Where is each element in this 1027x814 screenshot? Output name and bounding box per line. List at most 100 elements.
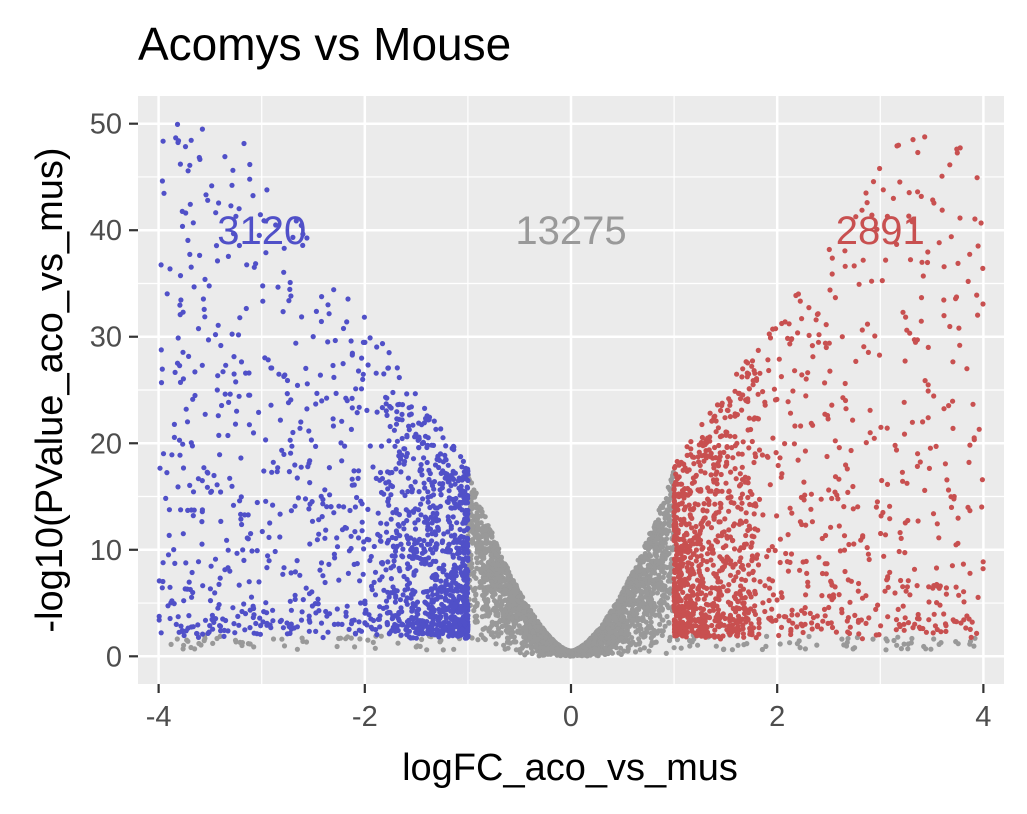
point-down <box>179 208 185 214</box>
point-up <box>688 439 694 445</box>
point-up <box>816 554 822 560</box>
point-down <box>294 382 301 388</box>
point-not-significant <box>185 638 191 644</box>
point-not-significant <box>611 613 617 619</box>
point-down <box>185 237 191 243</box>
point-down <box>302 496 309 502</box>
point-down <box>393 466 399 472</box>
point-up <box>751 511 757 517</box>
point-down <box>431 479 438 485</box>
point-not-significant <box>484 606 490 612</box>
point-not-significant <box>845 635 851 642</box>
point-down <box>245 512 251 518</box>
point-not-significant <box>640 600 646 606</box>
point-down <box>456 555 462 561</box>
point-down <box>171 547 177 553</box>
point-up <box>806 305 812 311</box>
point-down <box>247 607 253 613</box>
point-down <box>225 432 231 439</box>
point-up <box>750 382 756 388</box>
point-up <box>967 570 973 576</box>
point-down <box>355 475 361 481</box>
point-not-significant <box>647 540 653 546</box>
point-down <box>202 314 208 320</box>
point-up <box>753 454 759 460</box>
point-up <box>708 525 715 531</box>
point-not-significant <box>639 588 645 595</box>
point-not-significant <box>639 595 646 601</box>
point-down <box>385 365 391 371</box>
point-not-significant <box>489 533 495 539</box>
point-down <box>191 507 197 513</box>
point-down <box>348 426 354 432</box>
point-down <box>177 452 183 458</box>
point-up <box>866 556 872 563</box>
point-not-significant <box>530 628 536 634</box>
point-up <box>689 525 695 531</box>
point-down <box>436 616 442 622</box>
point-down <box>265 357 271 363</box>
point-not-significant <box>626 631 632 637</box>
point-down <box>410 509 417 515</box>
point-down <box>364 622 370 628</box>
point-not-significant <box>424 647 430 653</box>
point-down <box>413 615 419 621</box>
point-down <box>222 154 228 160</box>
point-down <box>222 391 228 397</box>
point-down <box>205 197 211 203</box>
point-not-significant <box>639 580 646 586</box>
point-down <box>243 370 249 376</box>
point-up <box>980 301 986 307</box>
point-not-significant <box>901 641 907 647</box>
point-not-significant <box>527 618 533 624</box>
point-up <box>874 226 880 232</box>
point-not-significant <box>548 645 555 652</box>
point-down <box>391 587 398 593</box>
point-up <box>950 359 956 365</box>
point-down <box>177 161 183 167</box>
point-down <box>445 574 451 580</box>
point-down <box>420 621 426 628</box>
point-up <box>877 165 883 172</box>
point-not-significant <box>648 635 654 641</box>
point-up <box>698 488 704 494</box>
point-down <box>358 386 365 392</box>
point-not-significant <box>395 640 401 646</box>
point-up <box>786 618 792 624</box>
point-down <box>233 379 239 385</box>
point-up <box>953 584 959 590</box>
point-down <box>336 577 342 583</box>
point-up <box>957 215 963 221</box>
point-down <box>238 516 244 522</box>
point-down <box>396 374 402 381</box>
point-down <box>218 518 224 525</box>
point-down <box>331 374 337 380</box>
data-points <box>156 121 986 659</box>
point-down <box>450 514 456 520</box>
point-down <box>402 587 408 593</box>
point-down <box>365 362 371 368</box>
point-down <box>440 435 446 441</box>
point-down <box>308 437 314 443</box>
point-not-significant <box>666 620 672 626</box>
point-down <box>396 511 402 518</box>
point-up <box>727 572 734 578</box>
point-up <box>712 618 718 624</box>
point-up <box>901 431 908 437</box>
point-down <box>332 555 338 561</box>
point-down <box>250 193 256 199</box>
point-down <box>429 574 435 581</box>
point-down <box>367 443 373 449</box>
point-down <box>449 593 455 599</box>
point-up <box>963 625 969 631</box>
point-down <box>448 505 454 511</box>
point-down <box>459 626 465 632</box>
point-up <box>794 624 800 630</box>
point-down <box>371 579 377 586</box>
point-down <box>208 563 214 569</box>
point-up <box>887 503 893 509</box>
point-up <box>711 414 717 420</box>
point-down <box>412 391 418 397</box>
point-down <box>229 182 235 188</box>
point-down <box>442 470 448 476</box>
